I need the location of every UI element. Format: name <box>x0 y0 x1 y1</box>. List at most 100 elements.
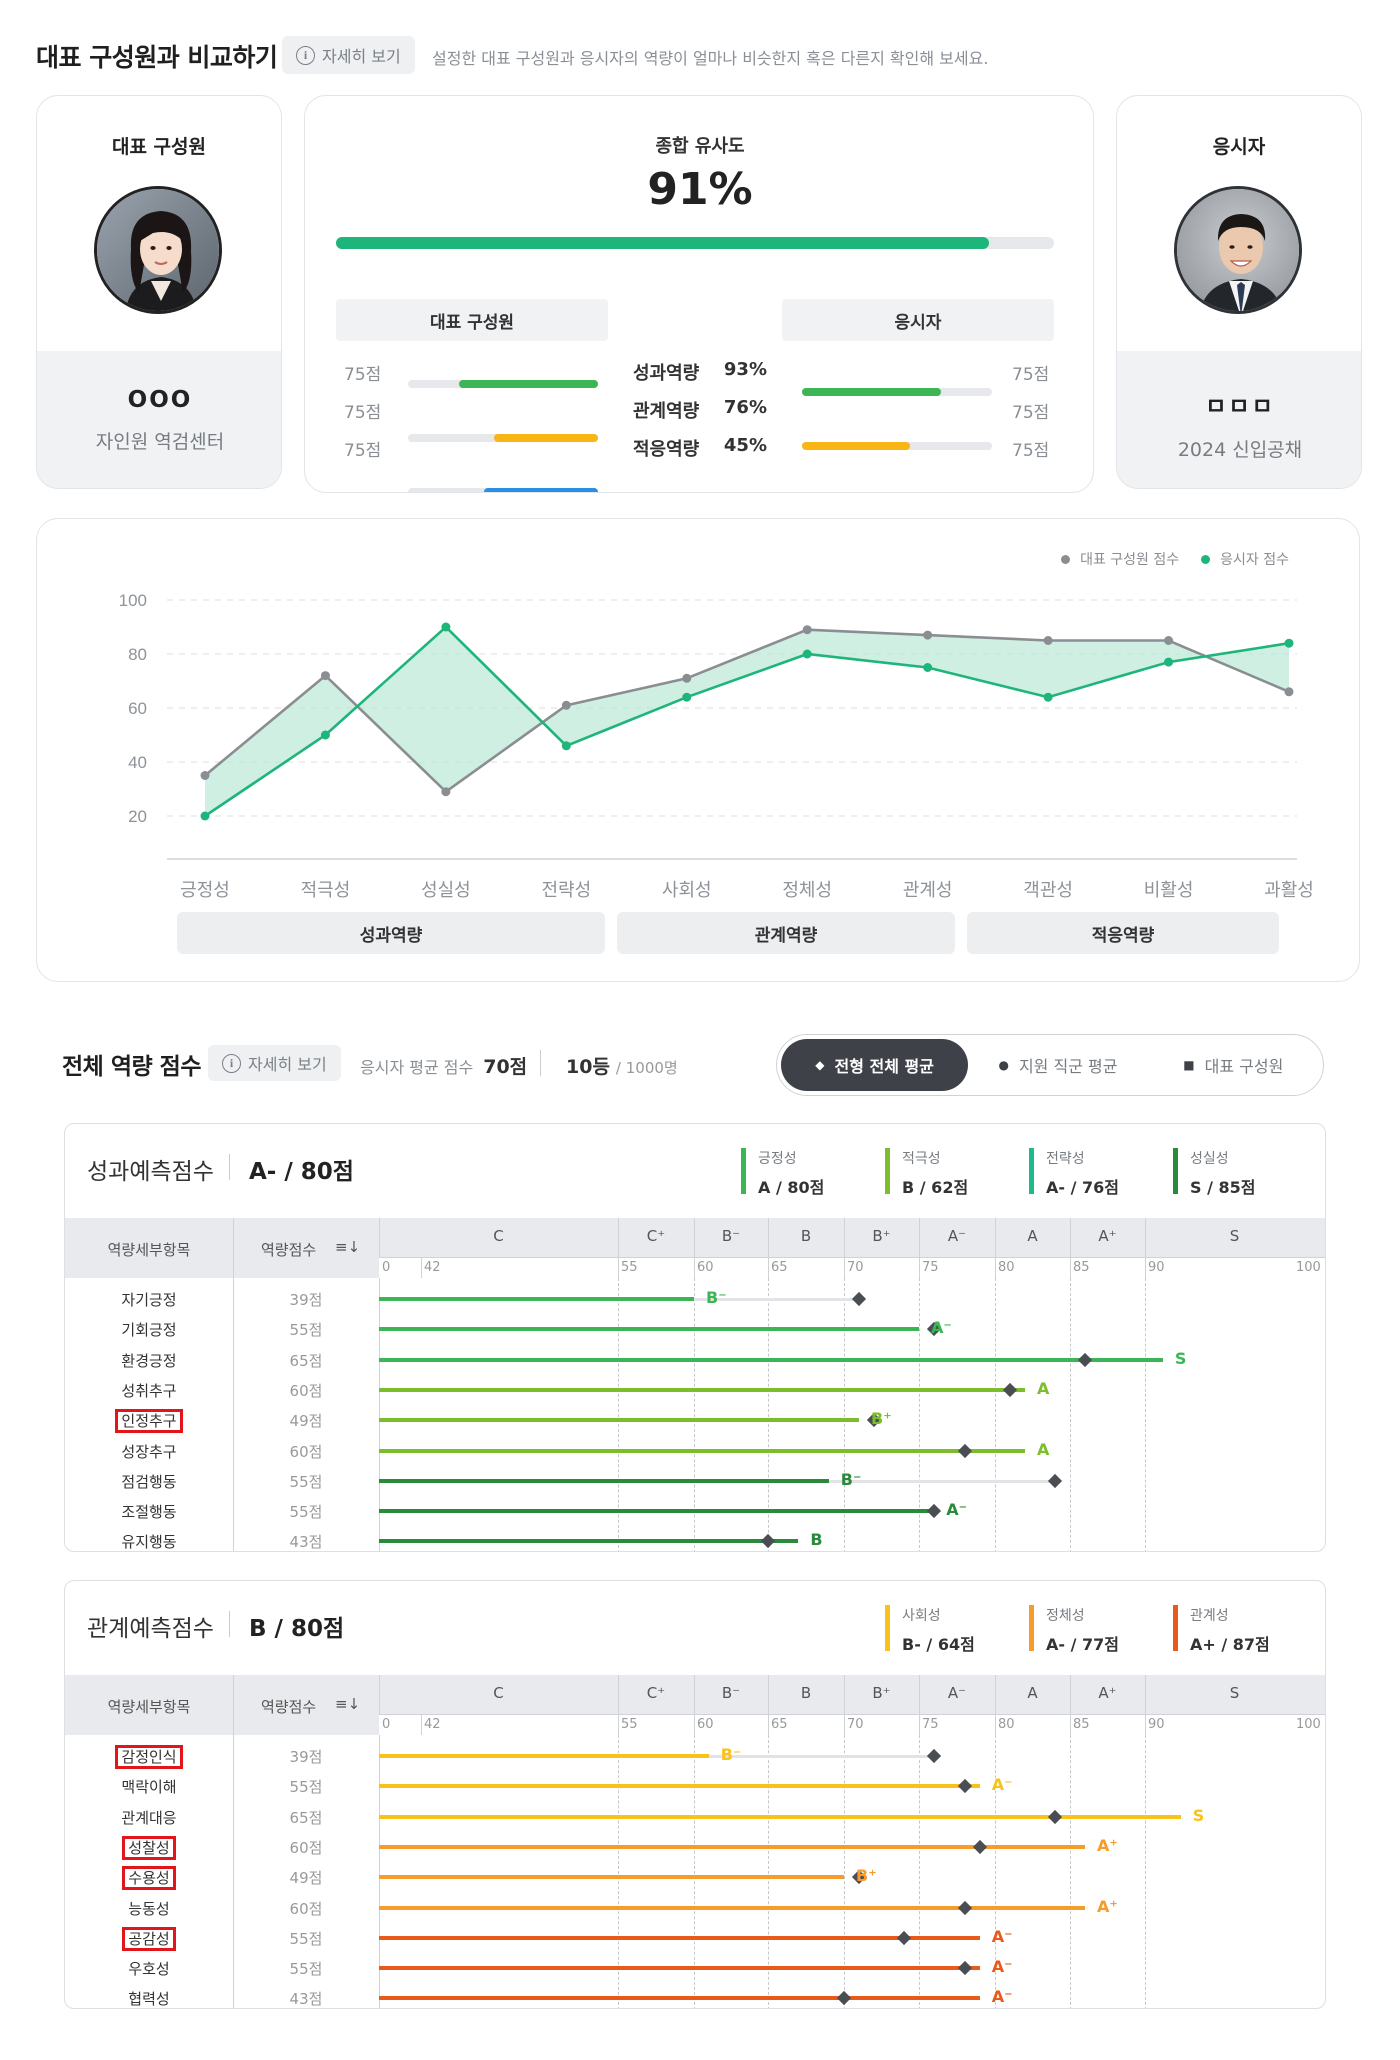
row-item: 인정추구 <box>65 1409 233 1434</box>
grade-gridline <box>694 1735 695 2008</box>
grade-gridline <box>768 1278 769 1551</box>
tick-mark <box>768 1714 769 1735</box>
tab-representative-label: 대표 구성원 <box>1204 1057 1284 1076</box>
tick-label: 70 <box>847 1717 864 1732</box>
row-item: 성장추구 <box>65 1441 233 1462</box>
series-point-1 <box>200 811 210 821</box>
row-grade: B⁻ <box>720 1745 742 1764</box>
competency-label: 관계역량 <box>633 401 700 422</box>
overall-detail-button[interactable]: i 자세히 보기 <box>208 1045 341 1081</box>
row-item-label: 기회긍정 <box>121 1321 177 1340</box>
y-tick-label: 100 <box>119 591 147 610</box>
average-marker-icon <box>1047 1473 1063 1488</box>
sub-competency-name: 관계성 <box>1190 1608 1229 1624</box>
right-fill <box>802 388 941 396</box>
sub-competency-color-bar <box>1029 1148 1034 1194</box>
average-marker-icon <box>957 1779 972 1794</box>
score-bar <box>379 1754 709 1758</box>
representative-card: 대표 구성원 OOO 자인원 역검센터 <box>36 95 282 489</box>
grade-divider <box>1070 1218 1071 1278</box>
average-marker-icon <box>972 1839 987 1854</box>
representative-footer: OOO 자인원 역검센터 <box>37 351 281 488</box>
grade-header: B⁻ <box>721 1684 741 1702</box>
divider <box>229 1611 230 1637</box>
applicant-footer: ㅁㅁㅁ 2024 신입공채 <box>1117 351 1361 488</box>
row-item: 공감성 <box>65 1926 233 1951</box>
grade-divider <box>618 1675 619 1735</box>
column-divider <box>379 1675 380 2008</box>
row-grade: A⁻ <box>991 1775 1013 1795</box>
tick-mark <box>768 1257 769 1278</box>
series-point-1 <box>923 663 933 672</box>
average-marker-icon <box>1077 1352 1093 1367</box>
sub-competency-color-bar <box>1029 1605 1034 1651</box>
row-score: 55점 <box>289 1472 323 1491</box>
row-item: 맥락이해 <box>65 1776 233 1797</box>
grade-gridline <box>919 1735 920 2008</box>
info-icon: i <box>296 45 315 65</box>
grade-header: C⁺ <box>646 1684 666 1702</box>
rank: 10등 / 1000명 <box>566 1052 678 1079</box>
row-item: 자기긍정 <box>65 1289 233 1310</box>
detail-button[interactable]: i 자세히 보기 <box>282 36 415 74</box>
tab-overall-average[interactable]: ◆ 전형 전체 평균 <box>781 1039 969 1091</box>
x-tick-label: 비활성 <box>1144 880 1194 900</box>
tick-label: 0 <box>382 1717 391 1732</box>
tab-job-average[interactable]: ● 지원 직군 평균 <box>968 1039 1147 1091</box>
panel-title: 성과예측점수 <box>87 1159 214 1185</box>
rank-total: / 1000명 <box>615 1059 678 1077</box>
series-point-0 <box>320 671 330 681</box>
left-score: 75점 <box>344 403 382 423</box>
info-icon: i <box>222 1053 241 1073</box>
row-item: 유지행동 <box>65 1531 233 1551</box>
y-tick-label: 60 <box>128 699 147 718</box>
overall-detail-label: 자세히 보기 <box>248 1055 327 1074</box>
sub-competency-value: A / 80점 <box>758 1178 825 1197</box>
series-point-1 <box>441 622 451 632</box>
competency-label: 적응역량 <box>633 439 700 460</box>
row-grade: A⁻ <box>991 1987 1013 2007</box>
row-item-label: 수용성 <box>122 1866 176 1891</box>
group-pill-performance: 성과역량 <box>177 912 605 954</box>
sort-icon[interactable]: ≡↓ <box>335 1695 361 1713</box>
tick-mark <box>995 1257 996 1278</box>
score-bar <box>379 1387 1025 1392</box>
row-item: 기회긍정 <box>65 1319 233 1340</box>
score-bar <box>379 1875 844 1880</box>
tick-mark <box>844 1257 845 1278</box>
grade-header: A⁻ <box>947 1227 967 1245</box>
row-grade: A⁻ <box>991 1926 1013 1946</box>
average-marker-icon <box>1002 1382 1018 1397</box>
tab-representative[interactable]: ■ 대표 구성원 <box>1148 1039 1319 1091</box>
y-tick-label: 20 <box>128 807 147 826</box>
tick-mark <box>1070 1257 1071 1278</box>
row-item: 관계대응 <box>65 1807 233 1828</box>
row-score: 60점 <box>289 1899 323 1918</box>
tick-label: 55 <box>621 1260 638 1275</box>
left-track <box>408 434 598 442</box>
tab-overall-average-label: 전형 전체 평균 <box>834 1057 934 1076</box>
competency-pct: 93% <box>723 359 767 380</box>
sub-competency-value: B- / 64점 <box>902 1635 975 1654</box>
row-item-label: 협력성 <box>128 1990 170 2009</box>
panel-score: B / 80점 <box>249 1616 345 1642</box>
sub-competency: 적극성 B / 62점 <box>885 1148 968 1198</box>
left-score: 75점 <box>344 441 382 461</box>
row-grade: A⁻ <box>931 1318 952 1338</box>
series-point-0 <box>561 700 571 710</box>
row-score: 60점 <box>289 1442 323 1461</box>
applicant-card: 응시자 ㅁㅁㅁ 2024 신입공채 <box>1116 95 1362 489</box>
column-score: 역량점수 <box>261 1241 317 1259</box>
tick-mark <box>618 1714 619 1735</box>
average-marker-icon <box>957 1443 972 1458</box>
series-point-1 <box>802 649 812 659</box>
grade-header: B <box>800 1684 812 1702</box>
sort-icon[interactable]: ≡↓ <box>335 1238 361 1256</box>
detail-button-label: 자세히 보기 <box>322 47 401 66</box>
tab-job-average-label: 지원 직군 평균 <box>1018 1057 1118 1076</box>
row-item: 점검행동 <box>65 1471 233 1492</box>
grade-divider <box>1145 1218 1146 1278</box>
competency-pct: 76% <box>723 397 767 418</box>
row-score: 65점 <box>289 1808 323 1827</box>
row-grade: B⁻ <box>706 1288 727 1307</box>
